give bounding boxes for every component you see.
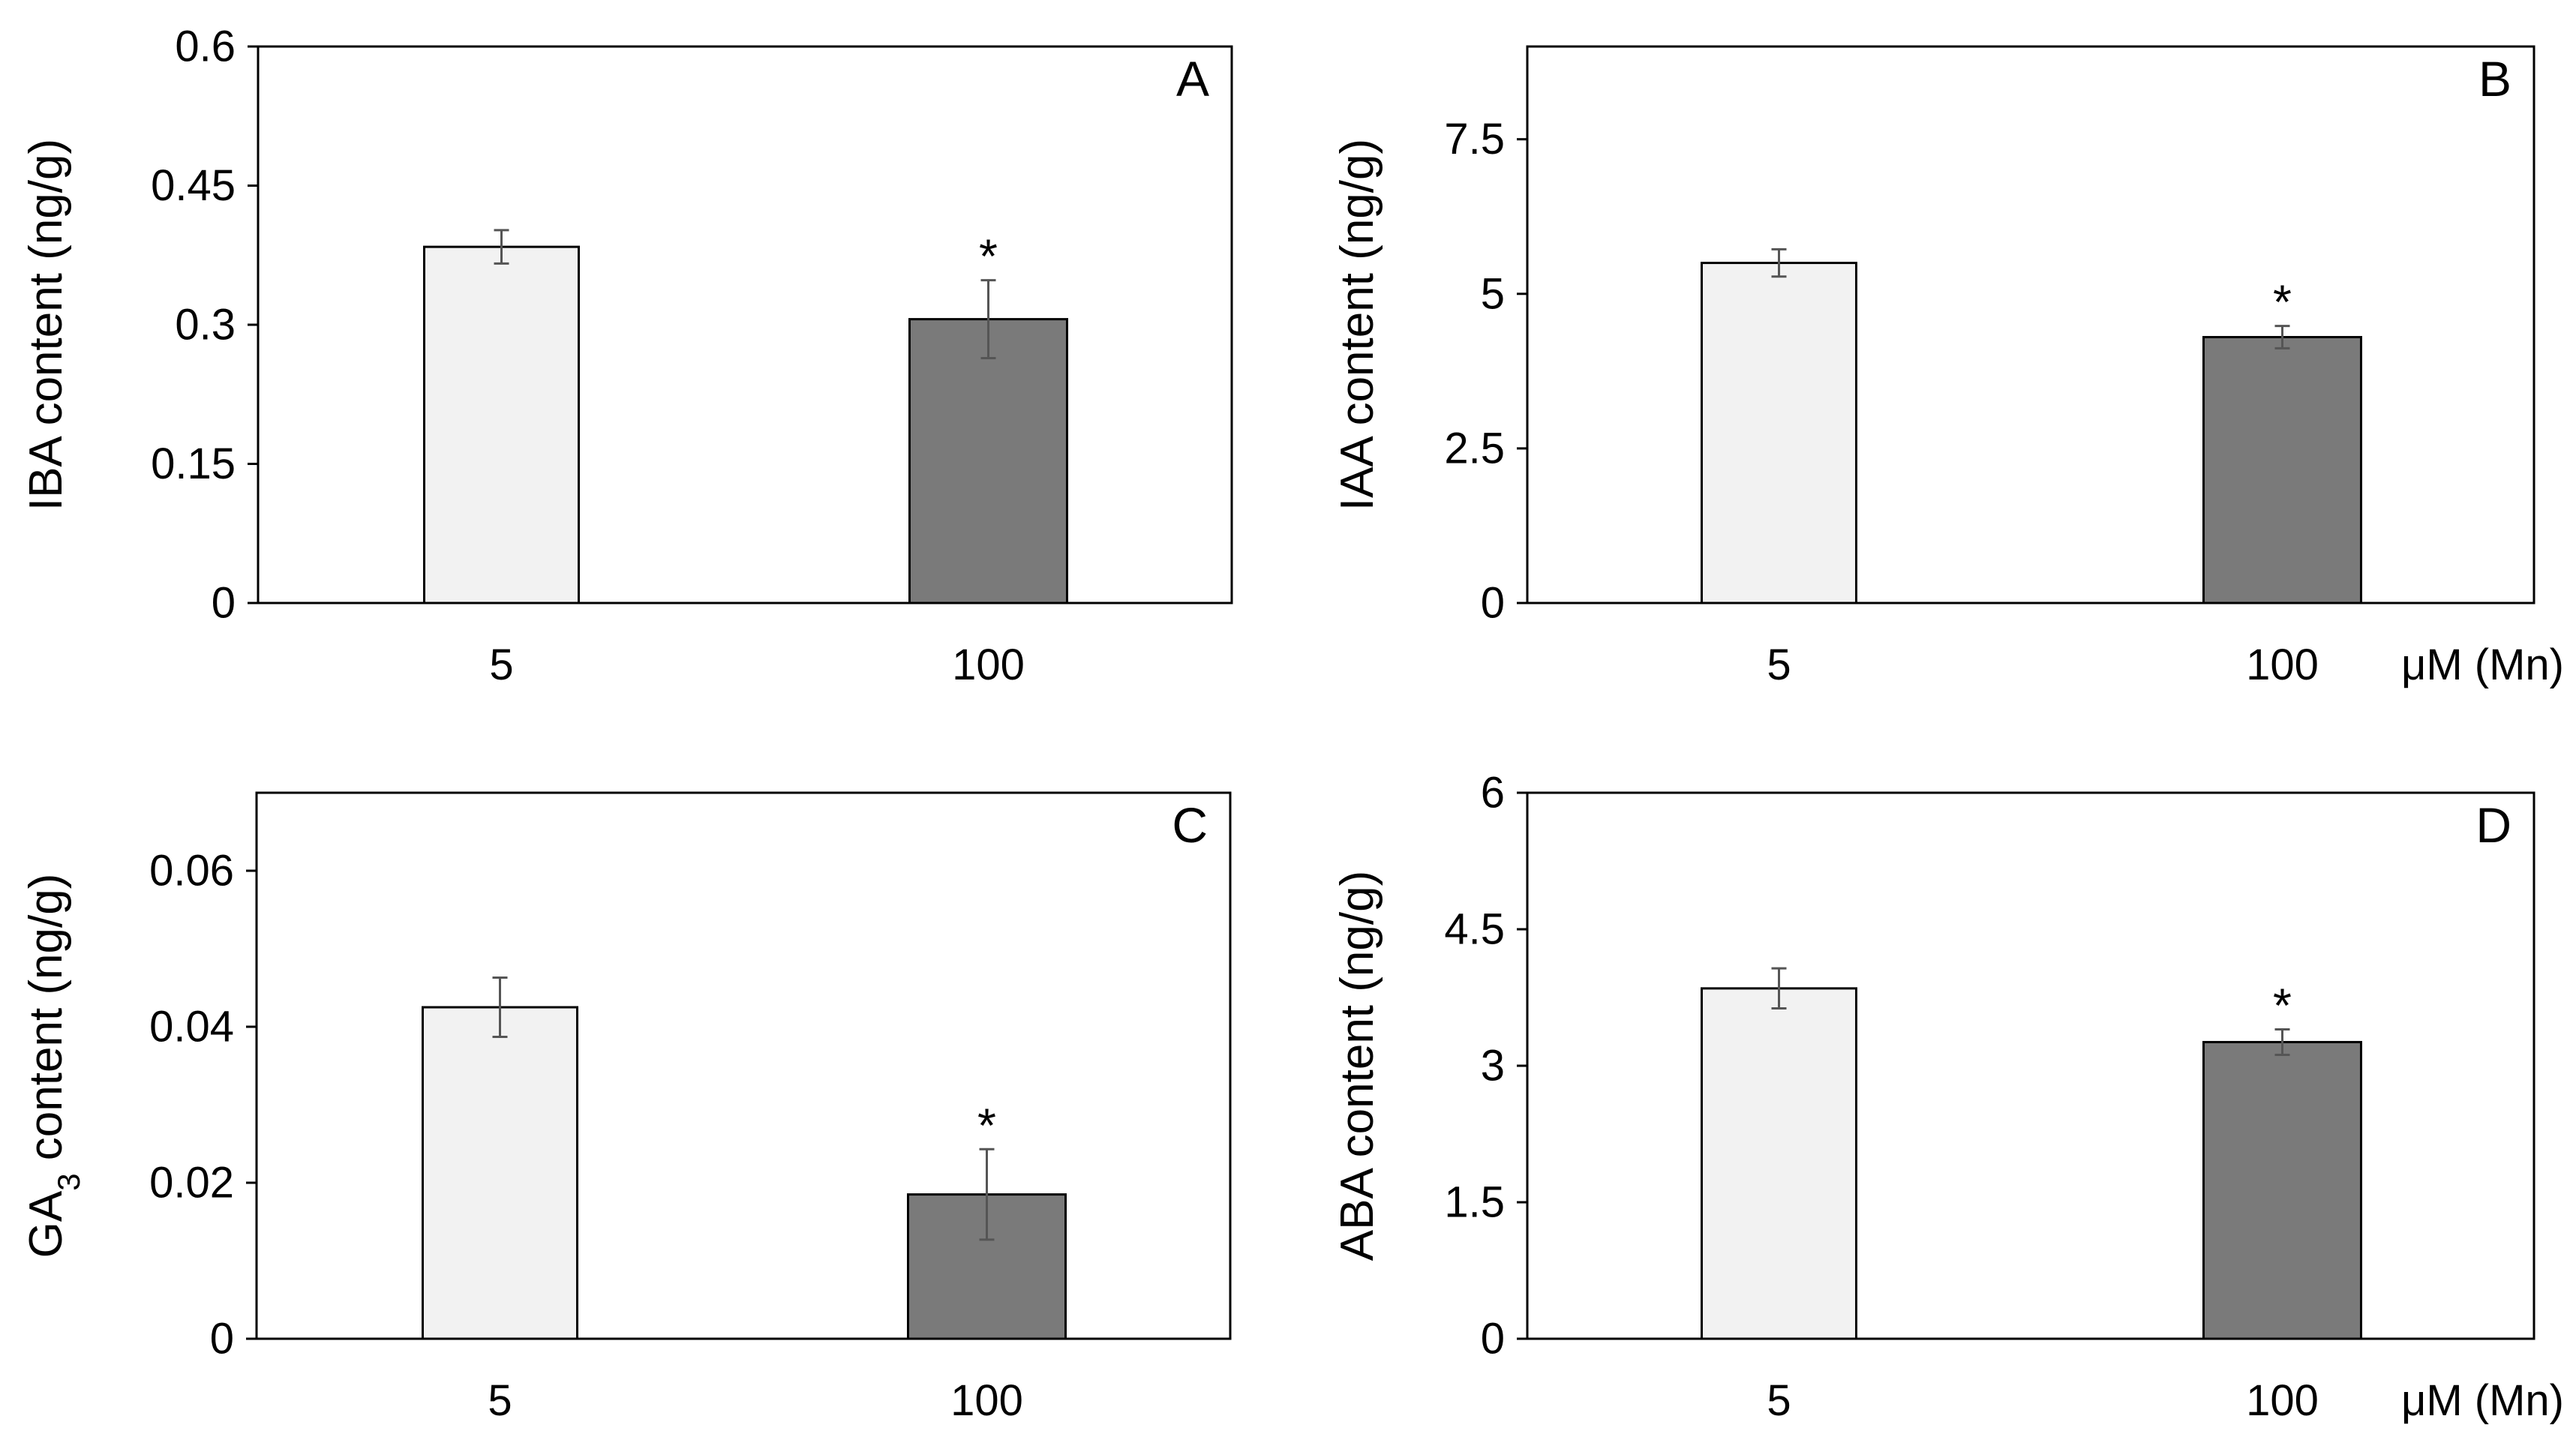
significance-marker: * [979, 230, 998, 284]
y-tick-label: 6 [1481, 769, 1505, 818]
x-tick-label: 100 [952, 640, 1025, 689]
x-tick-label: 100 [950, 1376, 1023, 1425]
y-tick-label: 0.02 [149, 1159, 234, 1208]
y-tick-label: 0 [212, 579, 236, 628]
x-tick-label: 5 [489, 640, 513, 689]
bar [908, 318, 1068, 604]
x-tick-label: 5 [488, 1376, 512, 1425]
y-tick-label: 7.5 [1444, 115, 1505, 164]
y-axis-title: IBA content (ng/g) [20, 139, 72, 511]
y-tick-label: 0 [1481, 579, 1505, 628]
chart-panel-b: 0 2.5 5 7.5 5 * 100 B IAA content (ng/g) μM (Mn) [1332, 45, 2564, 689]
y-tick-label: 3 [1481, 1042, 1505, 1090]
panel-letter: B [2478, 51, 2511, 106]
y-tick-label: 0.45 [151, 161, 236, 210]
chart-panel-a: 0 0.15 0.3 0.45 0.6 5 * 100 A IBA content (ng/g) [20, 22, 1233, 689]
y-tick-label: 0.06 [149, 847, 234, 896]
y-axis-title: IAA content (ng/g) [1332, 139, 1383, 511]
y-tick-label: 0 [1481, 1315, 1505, 1364]
y-axis-title: GA3 content (ng/g) [20, 874, 86, 1258]
significance-marker: * [977, 1098, 996, 1152]
x-tick-label: 5 [1767, 640, 1791, 689]
plot-frame [1526, 45, 2535, 604]
bar [2202, 1040, 2362, 1340]
plot-frame [255, 791, 1232, 1340]
bar [2202, 335, 2362, 604]
panel-letter: D [2475, 797, 2511, 853]
bar [423, 245, 580, 604]
x-unit-label: μM (Mn) [2401, 640, 2564, 689]
x-tick-label: 5 [1767, 1376, 1791, 1425]
y-axis-title-rest: content (ng/g) [20, 874, 72, 1174]
significance-marker: * [2273, 275, 2292, 329]
chart-panel-d: 0 1.5 3 4.5 6 5 * 100 D ABA content (ng/g) μM (Mn) [1332, 769, 2564, 1426]
significance-marker: * [2273, 978, 2292, 1032]
bar [422, 1006, 578, 1340]
y-axis-title-subscript: 3 [51, 1173, 86, 1190]
y-axis-title: ABA content (ng/g) [1332, 871, 1383, 1261]
panel-letter: C [1172, 797, 1208, 853]
panel-letter: A [1176, 51, 1209, 106]
y-tick-label: 0.6 [175, 22, 236, 71]
y-axis-title-main: GA [20, 1190, 72, 1258]
chart-panel-c: 0 0.02 0.04 0.06 5 * 100 C GA3 content (ng/g) [20, 791, 1232, 1425]
plot-frame [257, 45, 1233, 604]
x-tick-label: 100 [2246, 1376, 2319, 1425]
bar [1701, 987, 1857, 1340]
y-tick-label: 0.15 [151, 440, 236, 488]
y-tick-label: 0.04 [149, 1003, 234, 1052]
y-tick-label: 5 [1481, 269, 1505, 318]
y-tick-label: 0 [210, 1315, 234, 1364]
y-tick-label: 2.5 [1444, 424, 1505, 472]
bar [1701, 262, 1857, 604]
y-tick-label: 0.3 [175, 301, 236, 350]
y-tick-label: 4.5 [1444, 905, 1505, 954]
x-tick-label: 100 [2246, 640, 2319, 689]
y-tick-label: 1.5 [1444, 1178, 1505, 1227]
x-unit-label: μM (Mn) [2401, 1376, 2564, 1425]
plot-frame [1526, 791, 2535, 1340]
